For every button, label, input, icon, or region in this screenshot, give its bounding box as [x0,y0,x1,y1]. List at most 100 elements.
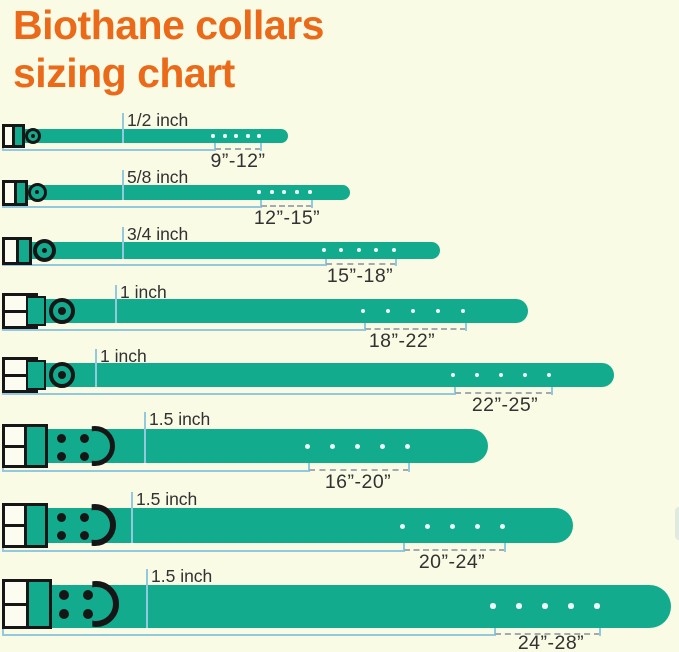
d-ring-icon [91,426,115,466]
adjustment-hole [490,603,496,609]
width-label: 3/4 inch [127,224,189,244]
measure-line [2,393,455,395]
collar-strap [2,242,440,259]
width-label: 1/2 inch [127,110,189,130]
adjustment-hole [498,372,504,378]
adjustment-hole [499,523,505,529]
adjustment-hole [594,603,600,609]
adjustment-hole [295,190,299,194]
strap-keeper [26,296,46,326]
measure-tick [260,200,262,208]
rivet-icon [59,590,69,600]
size-range-label: 24”-28” [517,632,585,652]
width-label-tick [122,170,124,200]
adjustment-hole [211,134,215,138]
adjustment-hole [474,372,480,378]
measure-dashes [495,633,600,635]
width-label: 1 inch [100,346,147,366]
measure-tick [403,543,405,552]
adjustment-hole [522,372,528,378]
rivet-icon [56,451,66,461]
measure-tick [408,463,410,472]
measure-tick [395,259,397,266]
adjustment-hole [304,443,310,449]
measure-tick [260,143,262,151]
buckle-window [26,427,45,465]
width-label: 1.5 inch [149,409,211,429]
width-label: 5/8 inch [127,167,189,187]
ring-prong-dot [58,307,66,315]
adjustment-hole [354,443,360,449]
adjustment-hole [474,523,480,529]
adjustment-hole [449,523,455,529]
buckle-window [15,127,22,145]
measure-tick [364,323,366,331]
size-range-label: 16”-20” [324,471,392,493]
adjustment-hole [392,248,396,252]
collar-strap [2,363,614,387]
size-range-label: 12”-15” [253,207,321,229]
adjustment-hole [308,190,312,194]
measure-tick [214,143,216,151]
measure-line [2,634,495,636]
adjustment-hole [360,308,366,314]
measure-line [2,329,365,331]
adjustment-hole [234,134,238,138]
size-range-label: 20”-24” [418,551,486,573]
buckle-window [16,183,25,203]
measure-tick [325,259,327,266]
measure-line [2,149,215,151]
size-range-label: 22”-25” [471,394,539,416]
rivet-icon [59,609,69,619]
page-title-line1: Biothane collars [13,2,324,48]
buckle-window [26,506,45,545]
strap-keeper [26,360,46,390]
o-ring-icon [32,238,56,262]
rivet-icon [56,512,66,522]
edge-artifact [675,507,679,540]
d-ring-icon [92,581,119,627]
adjustment-hole [404,443,410,449]
buckle-window [5,427,24,445]
adjustment-hole [257,134,261,138]
adjustment-hole [385,308,391,314]
page-title: Biothane collars sizing chart [13,2,324,98]
measure-tick [308,463,310,472]
measure-tick [454,387,456,395]
buckle-window [5,506,24,524]
width-label-tick [115,285,117,323]
adjustment-hole [374,248,378,252]
buckle-window [28,582,49,626]
measure-dashes [309,469,409,471]
rivet-icon [83,609,93,619]
measure-tick [551,387,553,395]
buckle-window [5,447,24,465]
d-ring-icon [91,504,116,546]
width-label: 1.5 inch [136,489,198,509]
buckle-window [5,527,24,545]
ring-prong-dot [31,134,35,138]
adjustment-hole [357,248,361,252]
buckle-window [5,605,26,626]
measure-line [2,550,404,552]
ring-prong-dot [58,371,66,379]
adjustment-hole [450,372,456,378]
adjustment-hole [223,134,227,138]
buckle-window [5,127,12,145]
adjustment-hole [516,603,522,609]
rivet-icon [79,512,89,522]
rivet-icon [56,530,66,540]
measure-line [2,264,326,266]
measure-tick [465,323,467,331]
buckle-window [5,582,26,603]
collar-strap [2,185,350,200]
adjustment-hole [435,308,441,314]
buckle-window [18,240,29,262]
collar-strap [2,299,528,323]
rivet-icon [79,451,89,461]
adjustment-hole [460,308,466,314]
measure-tick [504,543,506,552]
measure-line [2,206,261,208]
adjustment-hole [282,190,286,194]
